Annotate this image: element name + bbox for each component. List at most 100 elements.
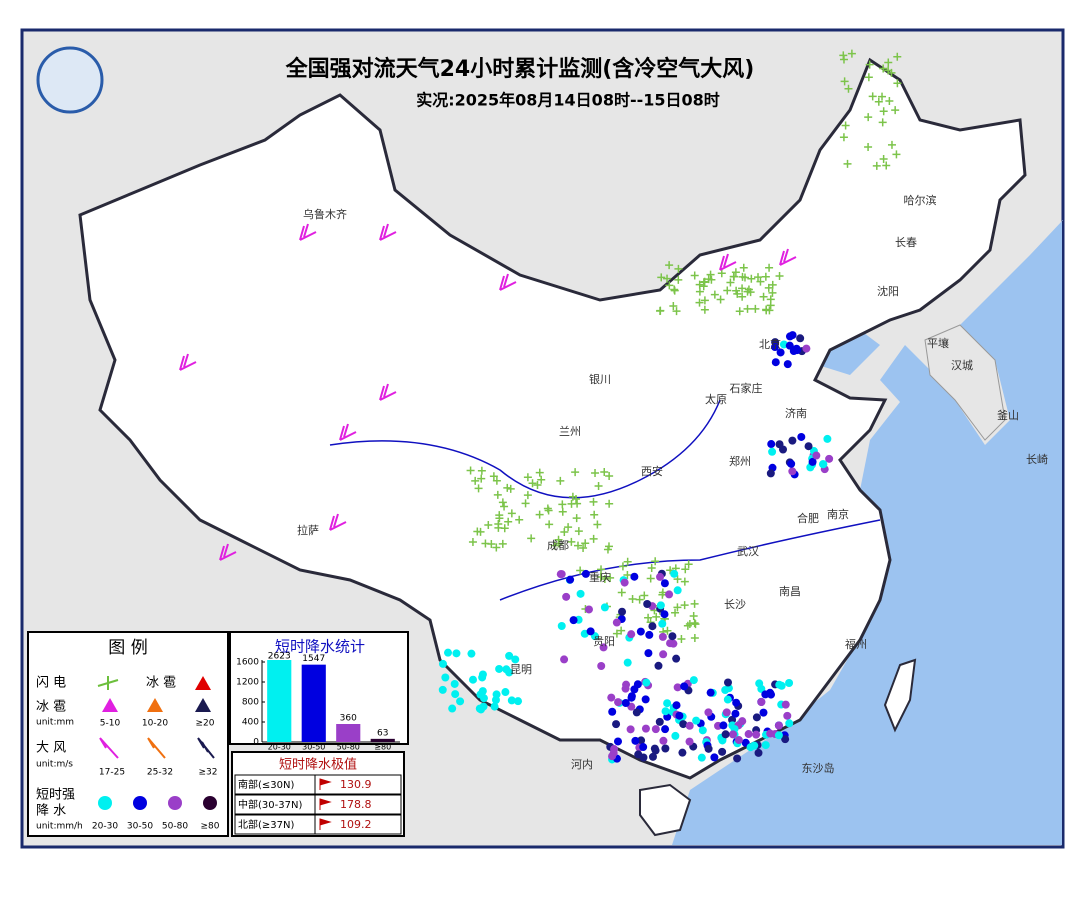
rain-dot xyxy=(734,736,743,745)
lightning-mark xyxy=(887,140,896,149)
lightning-mark xyxy=(600,575,609,584)
rain-dot xyxy=(704,744,713,753)
rain-dot xyxy=(752,730,761,739)
rain-dot xyxy=(767,440,776,449)
lightning-mark xyxy=(683,621,692,630)
rain-icon xyxy=(168,796,182,810)
lightning-mark xyxy=(839,133,848,142)
rain-dot xyxy=(627,693,636,702)
legend-level: 10-20 xyxy=(142,719,168,729)
lightning-mark xyxy=(663,626,672,635)
lightning-mark xyxy=(606,573,615,582)
lightning-mark xyxy=(612,629,621,638)
rain-dot xyxy=(656,572,665,581)
city: 重庆 xyxy=(589,570,611,584)
rain-dot xyxy=(631,736,640,745)
rain-dot xyxy=(787,459,796,468)
rain-dot xyxy=(452,649,461,658)
rain-dot xyxy=(621,699,630,708)
lightning-mark xyxy=(674,275,683,284)
rain-dot xyxy=(719,721,728,730)
lightning-mark xyxy=(498,498,507,507)
rain-dot xyxy=(723,695,732,704)
rain-dot xyxy=(767,690,776,699)
rain-dot xyxy=(785,332,794,341)
lightning-mark xyxy=(656,306,665,315)
rain-dot xyxy=(450,679,459,688)
lightning-mark xyxy=(556,476,565,485)
lightning-mark xyxy=(695,287,704,296)
lightning-mark xyxy=(843,159,852,168)
city: 贵阳 xyxy=(593,635,615,648)
lightning-mark xyxy=(768,280,777,289)
lightning-mark xyxy=(874,97,883,106)
rain-dot xyxy=(614,698,623,707)
rain-dot xyxy=(757,698,766,707)
lightning-mark xyxy=(492,476,501,485)
lightning-mark xyxy=(690,634,699,643)
legend-label: 大 风 xyxy=(36,741,66,756)
rain-dot xyxy=(644,649,653,658)
rain-dot xyxy=(723,678,732,687)
wind-mark xyxy=(179,353,197,371)
rain-dot xyxy=(490,702,499,711)
legend: 图 例 闪 电 冰 雹 冰 雹 unit:mm 5-10 10-20 ≥20 大… xyxy=(27,631,229,837)
rain-dot xyxy=(728,730,737,739)
rain-dot xyxy=(621,684,630,693)
rain-dot xyxy=(507,696,516,705)
city: 平壤 xyxy=(927,336,949,350)
lightning-mark xyxy=(747,274,756,283)
city: 武汉 xyxy=(737,545,759,558)
lightning-mark xyxy=(600,468,609,477)
rain-dot xyxy=(632,708,641,717)
bar xyxy=(301,664,326,742)
lightning-mark xyxy=(593,520,602,529)
lightning-mark xyxy=(885,96,894,105)
lightning-mark xyxy=(500,502,509,511)
rain-dot xyxy=(671,731,680,740)
lightning-mark xyxy=(603,545,612,554)
lightning-mark xyxy=(554,535,563,544)
rain-dot xyxy=(781,700,790,709)
rain-dot xyxy=(783,711,792,720)
lightning-mark xyxy=(507,509,516,518)
lightning-mark xyxy=(690,618,699,627)
city: 昆明 xyxy=(510,663,532,676)
rain-dot xyxy=(761,741,770,750)
title: 全国强对流天气24小时累计监测(含冷空气大风) xyxy=(285,56,755,82)
city: 南京 xyxy=(827,507,849,521)
china xyxy=(78,57,1027,780)
rain-dot xyxy=(658,632,667,641)
lightning-mark xyxy=(560,527,569,536)
rain-dot xyxy=(781,735,790,744)
rain-dot xyxy=(666,639,675,648)
lightning-mark xyxy=(498,539,507,548)
rain-dot xyxy=(651,725,660,734)
rain-dot xyxy=(438,685,447,694)
legend-unit: unit:mm xyxy=(36,718,74,728)
rain-dot xyxy=(639,743,648,752)
rain-dot xyxy=(685,721,694,730)
lightning-mark xyxy=(844,84,853,93)
logo xyxy=(36,46,104,114)
rain-icon xyxy=(98,796,112,810)
lightning-mark xyxy=(521,499,530,508)
bar xyxy=(267,660,292,742)
lightning-mark xyxy=(878,92,887,101)
lightning-mark xyxy=(665,281,674,290)
city: 哈尔滨 xyxy=(904,193,937,207)
wind-mark xyxy=(329,513,347,531)
lightning-icon xyxy=(97,676,119,690)
rain-dot xyxy=(776,348,785,357)
lightning-mark xyxy=(893,52,902,61)
rain-dot xyxy=(645,630,654,639)
wind-mark xyxy=(719,253,737,271)
city: 兰州 xyxy=(559,425,581,438)
lightning-mark xyxy=(768,288,777,297)
lightning-mark xyxy=(503,483,512,492)
rain-dot xyxy=(637,736,646,745)
lightning-mark xyxy=(775,272,784,280)
lightning-mark xyxy=(657,273,666,282)
rain-dot xyxy=(672,654,681,663)
rain-dot xyxy=(656,601,665,610)
